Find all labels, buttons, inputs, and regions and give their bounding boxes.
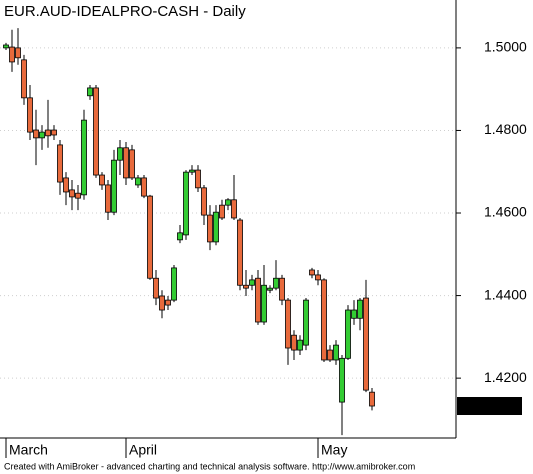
candle-body bbox=[255, 277, 261, 323]
candle-body bbox=[51, 129, 57, 136]
candle-body bbox=[219, 204, 225, 219]
y-tick-label: 1.4400 bbox=[484, 286, 527, 302]
candle-body bbox=[135, 177, 141, 186]
candle-body bbox=[183, 171, 189, 236]
candle-body bbox=[273, 277, 279, 289]
candle-body bbox=[75, 192, 81, 199]
candle-body bbox=[345, 309, 351, 359]
candle-body bbox=[339, 357, 345, 403]
candle-body bbox=[141, 177, 147, 197]
x-tick-label: April bbox=[129, 442, 157, 458]
y-tick-label: 1.4800 bbox=[484, 121, 527, 137]
candle-body bbox=[297, 339, 303, 351]
candle-body bbox=[267, 287, 273, 291]
candle-body bbox=[117, 147, 123, 161]
candle-body bbox=[321, 279, 327, 361]
candle-body bbox=[123, 147, 129, 179]
candle-body bbox=[147, 195, 153, 279]
candle-body bbox=[87, 87, 93, 97]
candle-body bbox=[351, 309, 357, 319]
candle-body bbox=[39, 131, 45, 139]
last-price-label: 1.41325 bbox=[461, 397, 512, 413]
candle-body bbox=[291, 334, 297, 351]
x-tick-label: May bbox=[321, 442, 347, 458]
candle-body bbox=[81, 119, 87, 196]
candle-body bbox=[129, 149, 135, 179]
candle-body bbox=[153, 277, 159, 299]
candle-body bbox=[303, 299, 309, 346]
candle-body bbox=[261, 284, 267, 323]
candle-body bbox=[309, 269, 315, 276]
candle-body bbox=[15, 47, 21, 59]
candle-body bbox=[9, 46, 15, 63]
candle-body bbox=[249, 279, 255, 286]
y-tick-label: 1.5000 bbox=[484, 39, 527, 55]
candle-body bbox=[93, 87, 99, 176]
chart-title: EUR.AUD-IDEALPRO-CASH - Daily bbox=[4, 3, 246, 20]
candle-body bbox=[105, 184, 111, 213]
candle-body bbox=[69, 189, 75, 198]
candle-body bbox=[333, 344, 339, 361]
candle-body bbox=[27, 97, 33, 133]
candle-body bbox=[57, 144, 63, 183]
candle-body bbox=[357, 299, 363, 319]
candle-body bbox=[213, 211, 219, 243]
candle-body bbox=[177, 232, 183, 241]
candle-body bbox=[21, 59, 27, 99]
candle-body bbox=[363, 297, 369, 391]
candle-body bbox=[45, 129, 51, 137]
candle-body bbox=[327, 349, 333, 361]
candle-body bbox=[99, 174, 105, 186]
footer: Created with AmiBroker - advanced charti… bbox=[4, 461, 415, 471]
candle-body bbox=[189, 169, 195, 173]
candle-body bbox=[225, 199, 231, 206]
candle-body bbox=[231, 199, 237, 219]
candle-body bbox=[237, 219, 243, 286]
candle-body bbox=[33, 129, 39, 139]
candle-body bbox=[111, 159, 117, 213]
candle-body bbox=[201, 187, 207, 216]
candle-body bbox=[165, 299, 171, 306]
candle-body bbox=[207, 214, 213, 243]
candle-body bbox=[63, 177, 69, 193]
y-tick-label: 1.4600 bbox=[484, 204, 527, 220]
last-price-box bbox=[457, 397, 522, 416]
candle-body bbox=[159, 295, 165, 311]
candle-body bbox=[279, 277, 285, 301]
x-tick-label: March bbox=[9, 442, 48, 458]
candle-body bbox=[315, 274, 321, 281]
candle-body bbox=[3, 44, 9, 49]
candle-body bbox=[369, 391, 375, 407]
candle-body bbox=[285, 299, 291, 349]
candle-body bbox=[195, 169, 201, 189]
candle-body bbox=[243, 284, 249, 289]
y-tick-label: 1.4200 bbox=[484, 369, 527, 385]
candle-body bbox=[171, 267, 177, 301]
